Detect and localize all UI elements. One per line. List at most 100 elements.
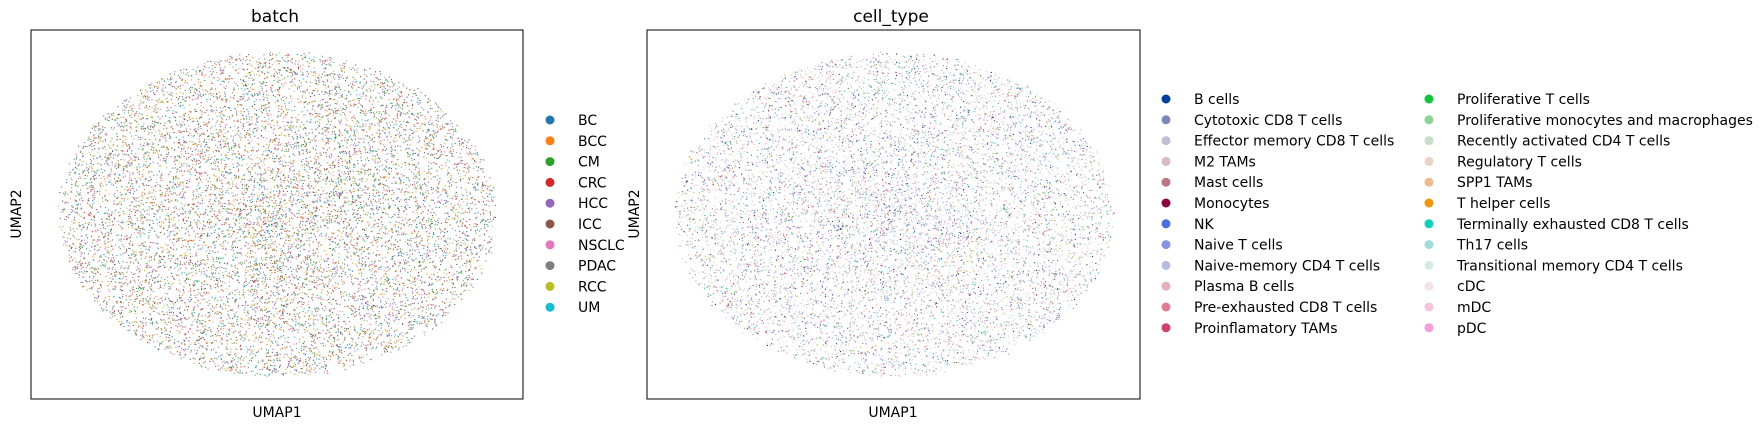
point-nsclc [414,181,415,182]
point-pdac [418,104,419,105]
point-um [184,107,185,108]
point-icc [378,136,379,137]
point-rcc [457,170,458,171]
point-cm [411,130,412,131]
point-rcc [468,262,469,263]
point-bcc [398,222,399,223]
point-hcc [368,236,369,237]
point-pdac [187,82,188,83]
point-crc [88,192,89,193]
point-pdac [329,279,330,280]
point-cm [419,252,420,253]
point-pdac [105,133,106,134]
point-pdac [144,131,145,132]
point-cm [234,88,235,89]
point-hcc [235,353,236,354]
point-rcc [442,154,443,155]
point-rcc [339,352,340,353]
point-crc [461,187,462,188]
point-crc [486,230,487,231]
point-nsclc [436,120,437,121]
point-nsclc [197,245,198,246]
point-bcc [299,289,300,290]
point-nsclc [129,157,130,158]
point-bcc [142,192,143,193]
point-cm [451,209,452,210]
point-bc [446,113,447,114]
point-icc [264,363,265,364]
point-nsclc [165,137,166,138]
point-rcc [253,237,254,238]
point-pdac [94,203,95,204]
point-um [210,253,211,254]
point-bcc [203,362,204,363]
point-hcc [430,155,431,156]
point-pdac [379,316,380,317]
point-cm [279,267,280,268]
point-bc [348,85,349,86]
point-hcc [355,146,356,147]
point-rcc [434,225,435,226]
point-cm [379,158,380,159]
point-hcc [105,228,106,229]
point-pdac [354,298,355,299]
point-icc [415,277,416,278]
point-bcc [332,285,333,286]
point-nsclc [215,195,216,196]
point-cm [75,183,76,184]
point-bcc [204,76,205,77]
point-cm [391,328,392,329]
point-hcc [291,81,292,82]
point-bcc [257,206,258,207]
point-rcc [317,349,318,350]
point-bcc [99,194,100,195]
point-bcc [87,175,88,176]
point-bcc [491,238,492,239]
point-crc [272,58,273,59]
point-nsclc [81,195,82,196]
point-bc [170,231,171,232]
point-um [363,86,364,87]
point-bc [365,187,366,188]
point-crc [455,259,456,260]
point-um [122,110,123,111]
point-cm [183,182,184,183]
point-bcc [314,110,315,111]
point-rcc [176,235,177,236]
point-bcc [288,324,289,325]
point-hcc [381,277,382,278]
point-cm [244,179,245,180]
point-crc [112,249,113,250]
point-bc [208,136,209,137]
point-icc [450,224,451,225]
point-icc [200,94,201,95]
point-bcc [307,217,308,218]
point-rcc [279,198,280,199]
point-cm [168,149,169,150]
point-cm [284,323,285,324]
point-crc [120,289,121,290]
point-crc [218,369,219,370]
point-bc [350,296,351,297]
point-icc [348,306,349,307]
point-rcc [304,230,305,231]
point-cm [187,171,188,172]
point-crc [95,273,96,274]
point-hcc [283,315,284,316]
point-bcc [407,279,408,280]
point-pdac [420,100,421,101]
point-bcc [155,191,156,192]
point-nsclc [387,159,388,160]
point-um [182,99,183,100]
point-rcc [428,297,429,298]
point-cm [137,197,138,198]
point-cm [362,207,363,208]
point-bc [183,142,184,143]
point-rcc [319,261,320,262]
point-hcc [379,137,380,138]
point-bcc [169,269,170,270]
point-cm [361,249,362,250]
point-nsclc [375,161,376,162]
point-cm [310,259,311,260]
point-bcc [188,147,189,148]
